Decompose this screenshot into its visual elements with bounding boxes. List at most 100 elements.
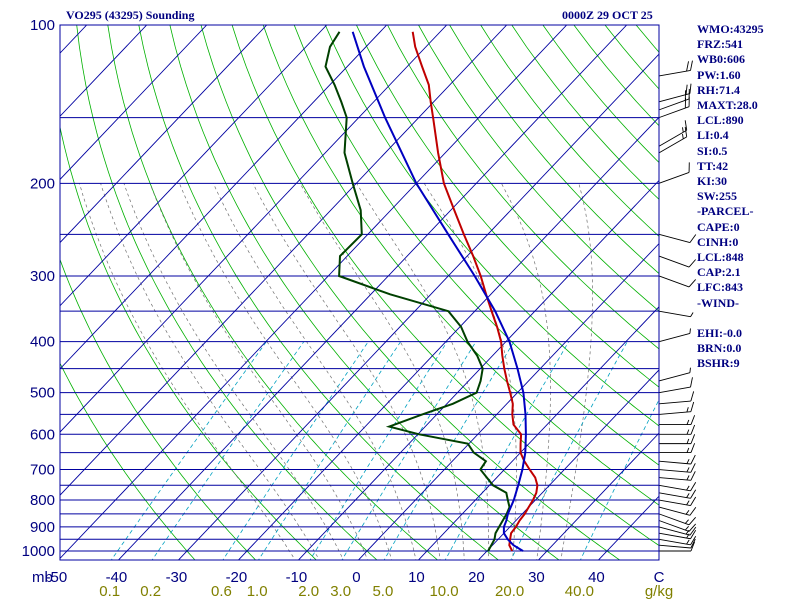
dry-adiabat: [449, 25, 659, 275]
dry-adiabat: [418, 25, 659, 312]
barb-staff: [658, 386, 691, 394]
barb-flag: [690, 312, 694, 317]
temperature-label: 30: [528, 569, 545, 586]
index-item: RH:71.4: [697, 82, 740, 97]
index-item: [697, 311, 764, 326]
dry-adiabat: [262, 25, 659, 506]
mixing-ratio-line: [579, 399, 659, 560]
barb-flag: [686, 485, 690, 491]
sounding-profiles: [324, 31, 539, 552]
mixing-ratio-line: [444, 341, 570, 560]
barb-flag: [690, 529, 697, 539]
barb-staff: [658, 411, 691, 415]
pressure-label: 600: [30, 426, 55, 443]
barb-flag: [686, 467, 690, 473]
dry-adiabat: [138, 25, 499, 560]
mixing-ratio-label: 10.0: [429, 583, 458, 600]
mixing-ratio-line: [309, 341, 448, 560]
temperature-label: -20: [226, 569, 248, 586]
wind-barb: [658, 538, 696, 549]
barb-flag: [686, 539, 690, 545]
barb-staff: [658, 372, 691, 382]
mixing-ratio-label: 3.0: [330, 583, 351, 600]
index-item: -WIND-: [697, 295, 739, 310]
barb-flag: [690, 391, 695, 402]
barb-staff: [658, 484, 691, 492]
pressure-label: 400: [30, 334, 55, 351]
barb-flag: [690, 443, 696, 453]
dry-adiabat: [60, 258, 257, 560]
moist-adiabat: [212, 183, 417, 560]
barb-flag: [688, 259, 697, 268]
pressure-unit-label: mb: [32, 569, 53, 586]
wind-barb: [658, 489, 697, 499]
barb-flag: [689, 507, 697, 516]
barb-flag: [686, 407, 689, 413]
pressure-label: 800: [30, 492, 55, 509]
index-item: TT:42: [697, 158, 729, 173]
temperature-label: -40: [106, 569, 128, 586]
wind-barb: [658, 377, 693, 394]
wind-barb: [659, 434, 696, 445]
indices-panel: WMO:43295 FRZ:541 WB0:606 PW:1.60 RH:71.4 MAX…: [697, 22, 764, 372]
mixing-ratio-line: [110, 341, 267, 560]
temperature-label: 40: [588, 569, 605, 586]
mixing-ratio-line: [222, 341, 369, 560]
isotherms: [60, 25, 659, 560]
mixing-ratio-line: [341, 341, 477, 560]
mixing-ratio-line: [258, 341, 401, 560]
barb-staff: [658, 171, 690, 184]
barb-staff: [658, 332, 691, 343]
index-item: WMO:43295: [697, 22, 764, 36]
pressure-label: 1000: [22, 543, 55, 560]
index-item: -PARCEL-: [697, 204, 754, 219]
barb-flag: [684, 519, 689, 524]
pressure-label: 700: [30, 462, 55, 479]
barb-flag: [689, 328, 691, 334]
plot-frame: [59, 24, 660, 561]
barb-staff: [658, 460, 691, 465]
index-item: KI:30: [697, 174, 727, 189]
wind-barbs: [658, 60, 697, 552]
valid-time: 0000Z 29 OCT 25: [562, 8, 653, 22]
index-item: LCL:890: [697, 113, 744, 128]
barb-flag: [690, 424, 696, 435]
barb-flag: [690, 415, 696, 425]
moist-adiabat: [560, 183, 593, 560]
temperature-label: 0: [352, 569, 360, 586]
mixing-ratio-label: 0.6: [211, 583, 232, 600]
barb-flag: [686, 429, 690, 435]
pressure-axis-labels: 100 200 300 400 500 600 700 800 900 1000 mb: [22, 17, 55, 586]
barb-staff: [658, 98, 690, 111]
barb-flag: [686, 61, 689, 72]
dry-adiabat: [169, 25, 560, 560]
temperature-unit-label: C: [654, 569, 665, 586]
mixing-ratio-label: 5.0: [372, 583, 393, 600]
barb-flag: [686, 475, 690, 481]
barb-flag: [688, 279, 697, 288]
isotherm: [297, 179, 659, 560]
barb-flag: [689, 367, 691, 373]
wind-barb: [658, 126, 688, 154]
mixing-ratio-line: [151, 341, 305, 560]
isotherm: [60, 25, 568, 560]
wind-barb: [658, 275, 697, 288]
barb-staff: [658, 400, 691, 405]
index-item: EHI:-0.0: [697, 326, 742, 341]
wind-barb: [658, 120, 688, 147]
barb-flag: [690, 482, 697, 492]
isotherm: [177, 53, 659, 560]
wind-barb: [658, 83, 692, 103]
wind-barb: [658, 88, 690, 111]
wind-barb: [658, 391, 695, 405]
temperature-label: -50: [46, 569, 68, 586]
wind-barb: [658, 482, 697, 492]
barb-staff: [658, 520, 690, 532]
barb-flag: [690, 377, 693, 388]
wind-barb: [658, 96, 690, 119]
barb-flag: [686, 419, 690, 425]
barb-staff: [658, 69, 691, 77]
isotherm: [60, 25, 448, 433]
moist-adiabat: [79, 183, 296, 560]
